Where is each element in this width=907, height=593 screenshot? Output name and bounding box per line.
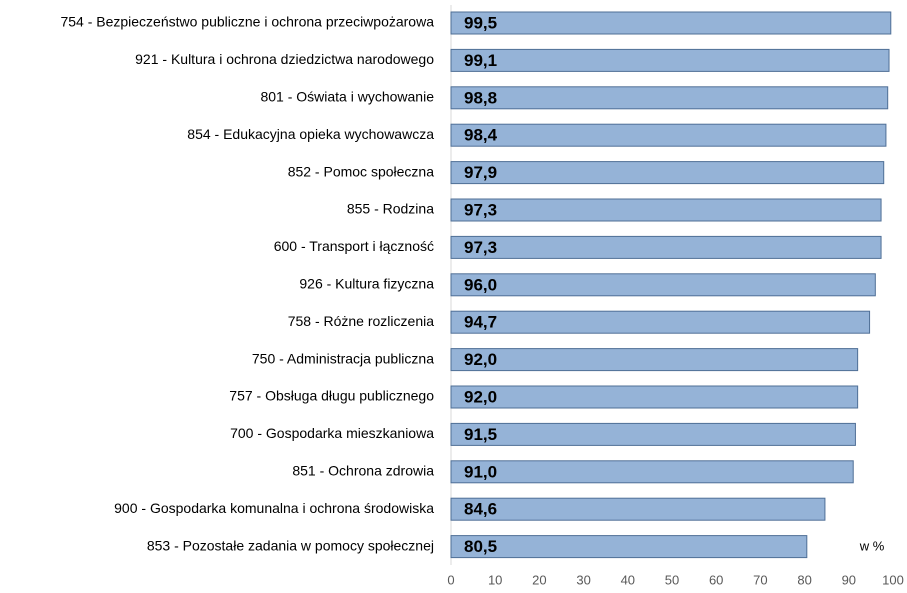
x-tick-label: 50 (665, 572, 679, 587)
category-label: 757 - Obsługa długu publicznego (229, 388, 434, 404)
x-tick-label: 10 (488, 572, 502, 587)
category-label: 853 - Pozostałe zadania w pomocy społecz… (147, 537, 434, 553)
x-tick-label: 20 (532, 572, 546, 587)
bar (450, 422, 856, 446)
category-label: 700 - Gospodarka mieszkaniowa (230, 425, 434, 441)
bar (450, 348, 859, 372)
category-label: 900 - Gospodarka komunalna i ochrona śro… (114, 500, 434, 516)
bar (450, 385, 859, 409)
value-label: 96,0 (464, 275, 497, 294)
category-label: 600 - Transport i łączność (274, 238, 434, 254)
category-label: 801 - Oświata i wychowanie (260, 89, 434, 105)
category-label: 851 - Ochrona zdrowia (292, 463, 434, 479)
value-label: 92,0 (464, 350, 497, 369)
value-label: 98,4 (464, 126, 498, 145)
x-tick-label: 100 (882, 572, 904, 587)
bar (450, 86, 889, 110)
category-label: 852 - Pomoc społeczna (288, 163, 435, 179)
bar (450, 198, 882, 222)
bar (450, 235, 882, 259)
x-tick-label: 30 (576, 572, 590, 587)
bar (450, 11, 892, 35)
value-label: 80,5 (464, 537, 497, 556)
bar (450, 161, 885, 185)
x-tick-label: 40 (621, 572, 635, 587)
value-label: 84,6 (464, 500, 497, 519)
bar (450, 535, 808, 559)
bar (450, 497, 826, 521)
x-tick-label: 90 (842, 572, 856, 587)
category-label: 926 - Kultura fizyczna (299, 276, 434, 292)
category-label: 855 - Rodzina (347, 201, 434, 217)
bar (450, 123, 887, 147)
value-label: 97,9 (464, 163, 497, 182)
value-label: 92,0 (464, 387, 497, 406)
unit-note: w % (859, 538, 885, 553)
value-label: 99,5 (464, 13, 497, 32)
value-label: 91,5 (464, 425, 497, 444)
value-label: 98,8 (464, 88, 497, 107)
category-label: 854 - Edukacyjna opieka wychowawcza (187, 126, 434, 142)
category-label: 758 - Różne rozliczenia (288, 313, 435, 329)
value-label: 99,1 (464, 51, 497, 70)
x-tick-label: 0 (447, 572, 454, 587)
x-tick-label: 60 (709, 572, 723, 587)
value-label: 94,7 (464, 313, 497, 332)
category-label: 754 - Bezpieczeństwo publiczne i ochrona… (60, 14, 434, 30)
value-label: 97,3 (464, 238, 497, 257)
category-label: 750 - Administracja publiczna (252, 350, 434, 366)
bar (450, 273, 876, 297)
bar (450, 48, 890, 72)
category-label: 921 - Kultura i ochrona dziedzictwa naro… (135, 51, 434, 67)
value-label: 91,0 (464, 462, 497, 481)
x-tick-label: 80 (797, 572, 811, 587)
x-tick-label: 70 (753, 572, 767, 587)
bar (450, 310, 871, 334)
value-label: 97,3 (464, 200, 497, 219)
bar (450, 460, 854, 484)
